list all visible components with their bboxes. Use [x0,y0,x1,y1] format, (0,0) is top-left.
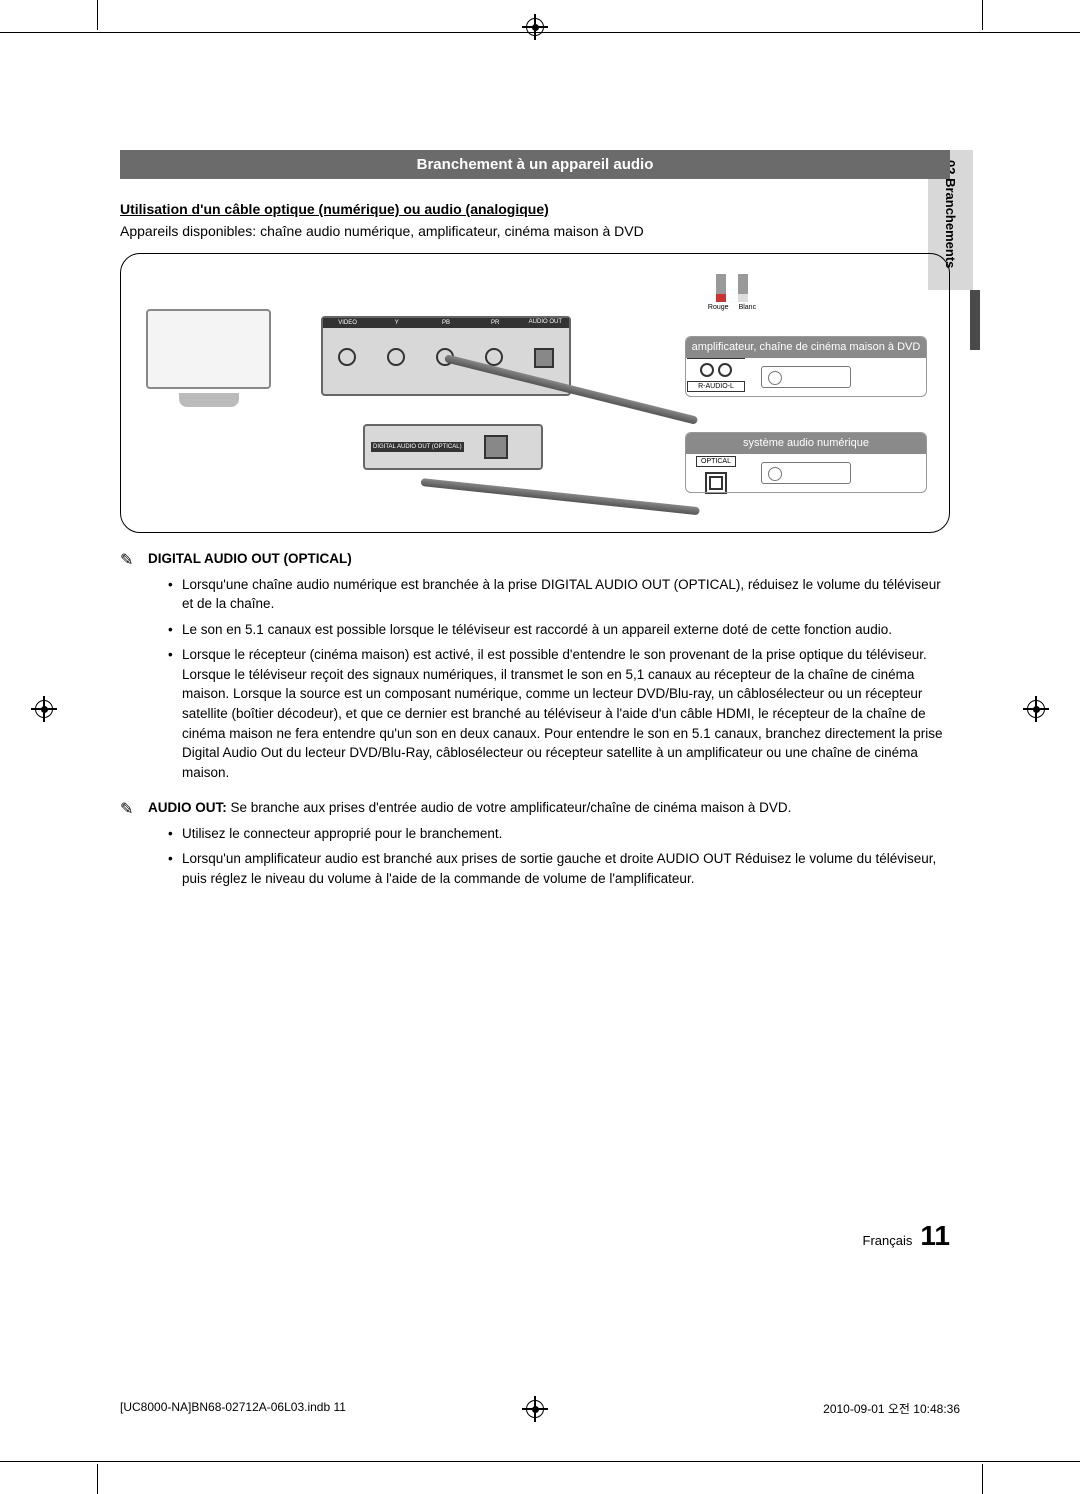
audio-out-label: AUDIO OUT [526,318,565,326]
note-bullet: Lorsqu'un amplificateur audio est branch… [168,849,950,888]
note-bullet: Lorsque le récepteur (cinéma maison) est… [168,645,950,782]
port-label: PR [471,318,520,328]
optical-cable-icon [421,478,700,515]
note-text: Se branche aux prises d'entrée audio de … [227,800,792,815]
port-label: Y [372,318,421,328]
blanc-label: Blanc [739,304,757,311]
tv-icon [146,309,271,409]
optical-panel-icon: DIGITAL AUDIO OUT (OPTICAL) [363,424,543,470]
subsection-heading: Utilisation d'un câble optique (numériqu… [120,201,950,217]
registration-mark-icon [526,18,544,36]
rouge-label: Rouge [708,304,729,311]
digital-audio-out-label: DIGITAL AUDIO OUT (OPTICAL) [371,442,464,453]
note-icon: ✎ [120,798,133,821]
notes-section: ✎ DIGITAL AUDIO OUT (OPTICAL) Lorsqu'une… [120,549,950,888]
page-number: 11 [920,1220,950,1252]
registration-mark-icon [35,700,53,718]
print-timestamp: 2010-09-01 오전 10:48:36 [823,1400,960,1417]
language-label: Français [863,1233,913,1248]
note-bullet: Lorsqu'une chaîne audio numérique est br… [168,575,950,614]
note-heading: DIGITAL AUDIO OUT (OPTICAL) [148,551,352,566]
section-header: Branchement à un appareil audio [120,150,950,179]
print-footer: [UC8000-NA]BN68-02712A-06L03.indb 11 201… [120,1400,960,1417]
chapter-tab-marker [970,290,980,350]
system-label: système audio numérique [686,433,926,454]
connection-diagram: AUDIO OUT VIDEO Y PB PR L-AUDIO-R DIGITA… [120,253,950,533]
registration-mark-icon [1027,700,1045,718]
available-devices-text: Appareils disponibles: chaîne audio numé… [120,223,950,239]
port-label: VIDEO [323,318,372,328]
rca-connectors-icon: Rouge Blanc [687,274,777,332]
amplifier-label: amplificateur, chaîne de cinéma maison à… [686,337,926,358]
print-file-label: [UC8000-NA]BN68-02712A-06L03.indb 11 [120,1400,346,1417]
note-bullet: Utilisez le connecteur approprié pour le… [168,824,950,844]
amplifier-device-icon: amplificateur, chaîne de cinéma maison à… [685,336,927,397]
port-label: PB [421,318,470,328]
page-footer: Français 11 [863,1220,950,1252]
digital-audio-system-icon: système audio numérique [685,432,927,493]
note-bullet: Le son en 5.1 canaux est possible lorsqu… [168,620,950,640]
note-icon: ✎ [120,549,133,572]
note-inline-heading: AUDIO OUT: [148,800,227,815]
